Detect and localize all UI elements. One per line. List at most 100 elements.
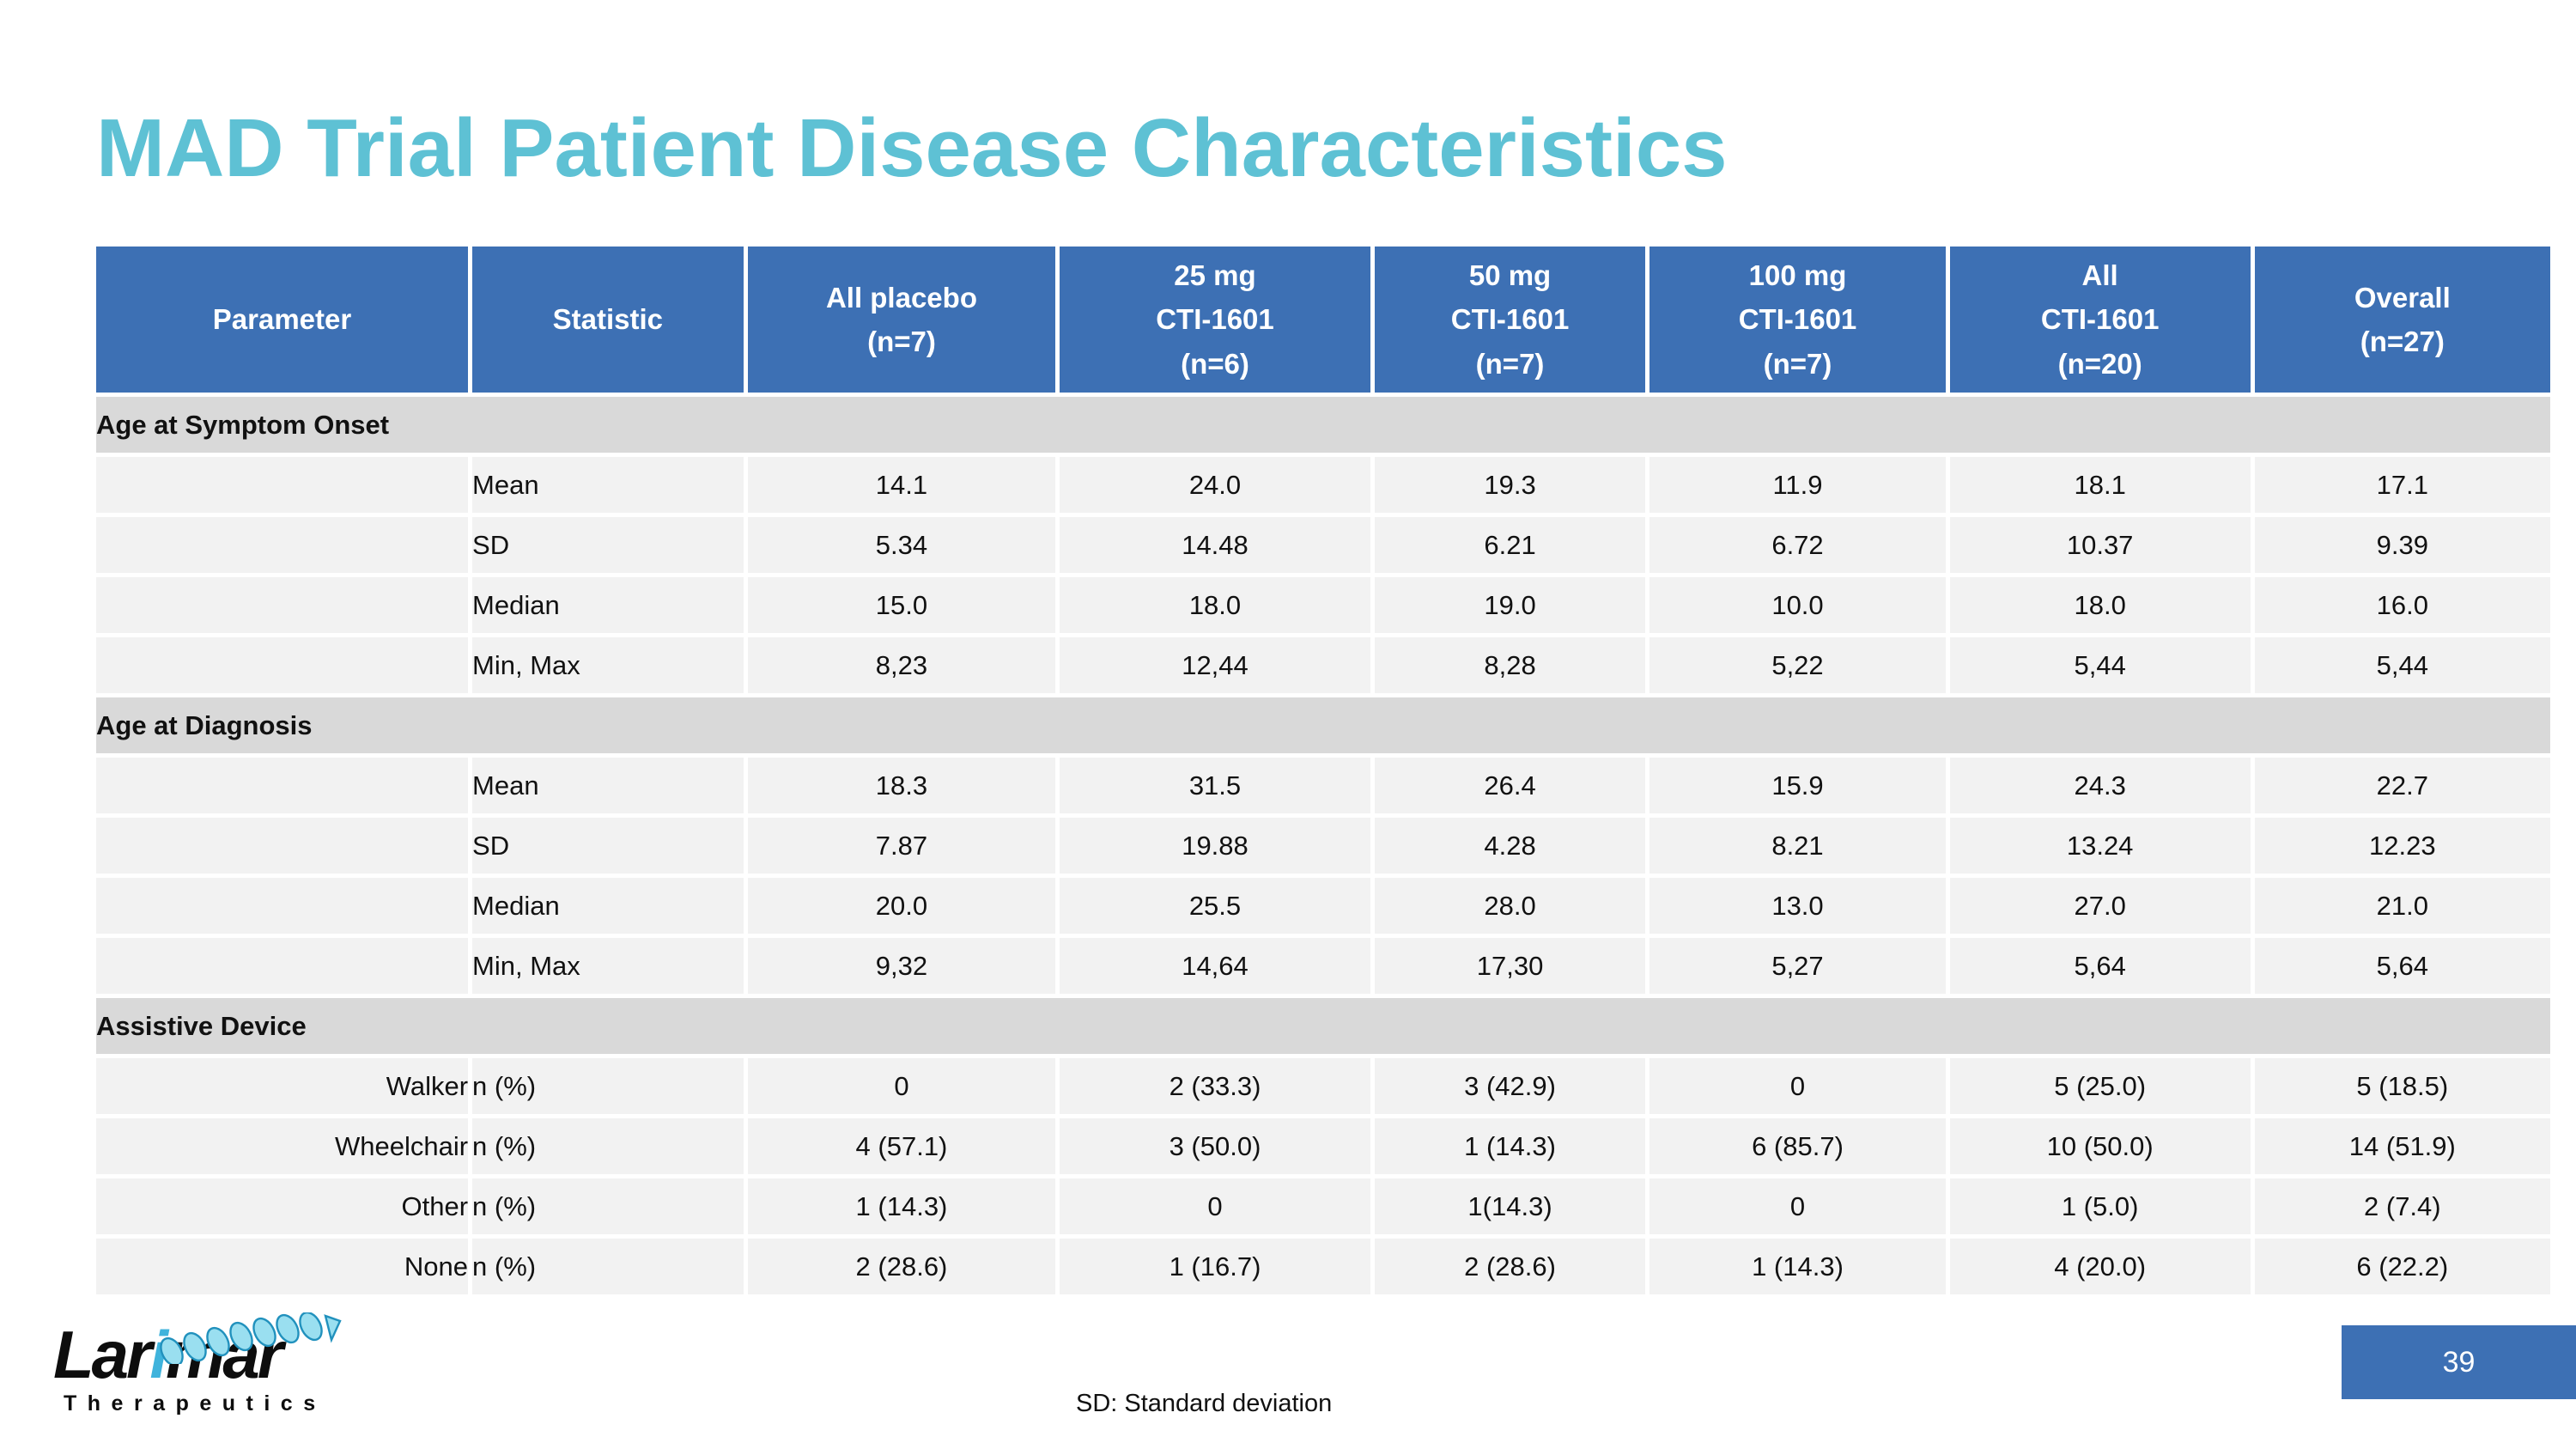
data-row: Mean 18.3 31.5 26.4 15.9 24.3 22.7 [91, 753, 2555, 818]
value-cell: 0 [1055, 1174, 1375, 1239]
value-cell: 5 (18.5) [2250, 1054, 2555, 1118]
statistic-cell: SD [468, 513, 748, 577]
value-cell: 11.9 [1645, 453, 1950, 517]
value-cell: 0 [743, 1054, 1060, 1118]
logo-subtext: Therapeutics [64, 1391, 326, 1416]
value-cell: 14 (51.9) [2250, 1114, 2555, 1178]
value-cell: 19.3 [1370, 453, 1650, 517]
column-header: Statistic [468, 242, 748, 397]
value-cell: 10.0 [1645, 573, 1950, 637]
logo-text-left: Lar [53, 1317, 152, 1392]
value-cell: 17,30 [1370, 934, 1650, 998]
value-cell: 5,27 [1645, 934, 1950, 998]
value-cell: 6 (85.7) [1645, 1114, 1950, 1178]
section-label: Age at Diagnosis [92, 693, 2555, 758]
value-cell: 18.0 [1055, 573, 1375, 637]
table-header: Parameter Statistic All placebo (n=7) 25 mg… [91, 242, 2555, 397]
parameter-cell: Other [91, 1174, 473, 1239]
value-cell: 9.39 [2250, 513, 2555, 577]
value-cell: 5 (25.0) [1945, 1054, 2255, 1118]
data-row: Min, Max 9,32 14,64 17,30 5,27 5,64 5,64 [91, 934, 2555, 998]
data-row: Wheelchair n (%) 4 (57.1) 3 (50.0) 1 (14.3) 6… [91, 1114, 2555, 1178]
data-row: SD 5.34 14.48 6.21 6.72 10.37 9.39 [91, 513, 2555, 577]
statistic-cell: SD [468, 813, 748, 878]
parameter-cell: None [91, 1234, 473, 1299]
value-cell: 26.4 [1370, 753, 1650, 818]
value-cell: 14,64 [1055, 934, 1375, 998]
value-cell: 17.1 [2250, 453, 2555, 517]
value-cell: 10.37 [1945, 513, 2255, 577]
parameter-cell [91, 874, 473, 938]
value-cell: 4 (20.0) [1945, 1234, 2255, 1299]
parameter-cell: Wheelchair [91, 1114, 473, 1178]
value-cell: 13.0 [1645, 874, 1950, 938]
value-cell: 9,32 [743, 934, 1060, 998]
section-row: Assistive Device [92, 994, 2555, 1058]
value-cell: 18.3 [743, 753, 1060, 818]
statistic-cell: n (%) [468, 1054, 748, 1118]
value-cell: 6 (22.2) [2250, 1234, 2555, 1299]
value-cell: 24.3 [1945, 753, 2255, 818]
parameter-cell [91, 813, 473, 878]
value-cell: 12,44 [1055, 633, 1375, 697]
data-row: Mean 14.1 24.0 19.3 11.9 18.1 17.1 [91, 453, 2555, 517]
page-number-box: 39 [2342, 1325, 2576, 1399]
statistic-cell: n (%) [468, 1174, 748, 1239]
statistic-cell: Median [468, 874, 748, 938]
value-cell: 6.72 [1645, 513, 1950, 577]
parameter-cell [91, 633, 473, 697]
value-cell: 5,44 [2250, 633, 2555, 697]
statistic-cell: Mean [468, 453, 748, 517]
value-cell: 5,22 [1645, 633, 1950, 697]
value-cell: 22.7 [2250, 753, 2555, 818]
value-cell: 31.5 [1055, 753, 1375, 818]
helix-ribbon-icon [160, 1312, 342, 1364]
slide-title: MAD Trial Patient Disease Characteristic… [96, 102, 1728, 194]
page-number: 39 [2442, 1345, 2476, 1379]
section-label: Age at Symptom Onset [92, 393, 2555, 457]
value-cell: 1 (14.3) [743, 1174, 1060, 1239]
value-cell: 1 (14.3) [1645, 1234, 1950, 1299]
value-cell: 0 [1645, 1054, 1950, 1118]
section-row: Age at Diagnosis [92, 693, 2555, 758]
data-row: Other n (%) 1 (14.3) 0 1(14.3) 0 1 (5.0) 2 (7.4… [91, 1174, 2555, 1239]
value-cell: 4.28 [1370, 813, 1650, 878]
value-cell: 2 (33.3) [1055, 1054, 1375, 1118]
value-cell: 18.0 [1945, 573, 2255, 637]
value-cell: 10 (50.0) [1945, 1114, 2255, 1178]
section-row: Age at Symptom Onset [92, 393, 2555, 457]
statistic-cell: n (%) [468, 1234, 748, 1299]
data-row: SD 7.87 19.88 4.28 8.21 13.24 12.23 [91, 813, 2555, 878]
column-header: All placebo (n=7) [743, 242, 1060, 397]
value-cell: 8.21 [1645, 813, 1950, 878]
value-cell: 20.0 [743, 874, 1060, 938]
value-cell: 21.0 [2250, 874, 2555, 938]
value-cell: 0 [1645, 1174, 1950, 1239]
logo-text-accent: i [149, 1317, 168, 1392]
value-cell: 1 (16.7) [1055, 1234, 1375, 1299]
data-row: Walker n (%) 0 2 (33.3) 3 (42.9) 0 5 (25.0) 5 (… [91, 1054, 2555, 1118]
value-cell: 25.5 [1055, 874, 1375, 938]
header-row: Parameter Statistic All placebo (n=7) 25 mg… [91, 242, 2555, 397]
statistic-cell: Mean [468, 753, 748, 818]
table-body: Age at Symptom Onset Mean 14.1 24.0 19.3 11.9… [91, 393, 2555, 1299]
parameter-cell [91, 753, 473, 818]
column-header: 100 mg CTI-1601 (n=7) [1645, 242, 1950, 397]
value-cell: 12.23 [2250, 813, 2555, 878]
statistic-cell: n (%) [468, 1114, 748, 1178]
value-cell: 1 (14.3) [1370, 1114, 1650, 1178]
value-cell: 19.88 [1055, 813, 1375, 878]
value-cell: 28.0 [1370, 874, 1650, 938]
value-cell: 1(14.3) [1370, 1174, 1650, 1239]
value-cell: 15.9 [1645, 753, 1950, 818]
data-row: Median 15.0 18.0 19.0 10.0 18.0 16.0 [91, 573, 2555, 637]
patient-characteristics-table: Parameter Statistic All placebo (n=7) 25 mg… [91, 242, 2555, 1299]
value-cell: 5,64 [2250, 934, 2555, 998]
column-header: 50 mg CTI-1601 (n=7) [1370, 242, 1650, 397]
value-cell: 15.0 [743, 573, 1060, 637]
column-header: 25 mg CTI-1601 (n=6) [1055, 242, 1375, 397]
column-header: All CTI-1601 (n=20) [1945, 242, 2255, 397]
value-cell: 16.0 [2250, 573, 2555, 637]
larimar-logo: Larimar Therapeutics [53, 1312, 362, 1441]
